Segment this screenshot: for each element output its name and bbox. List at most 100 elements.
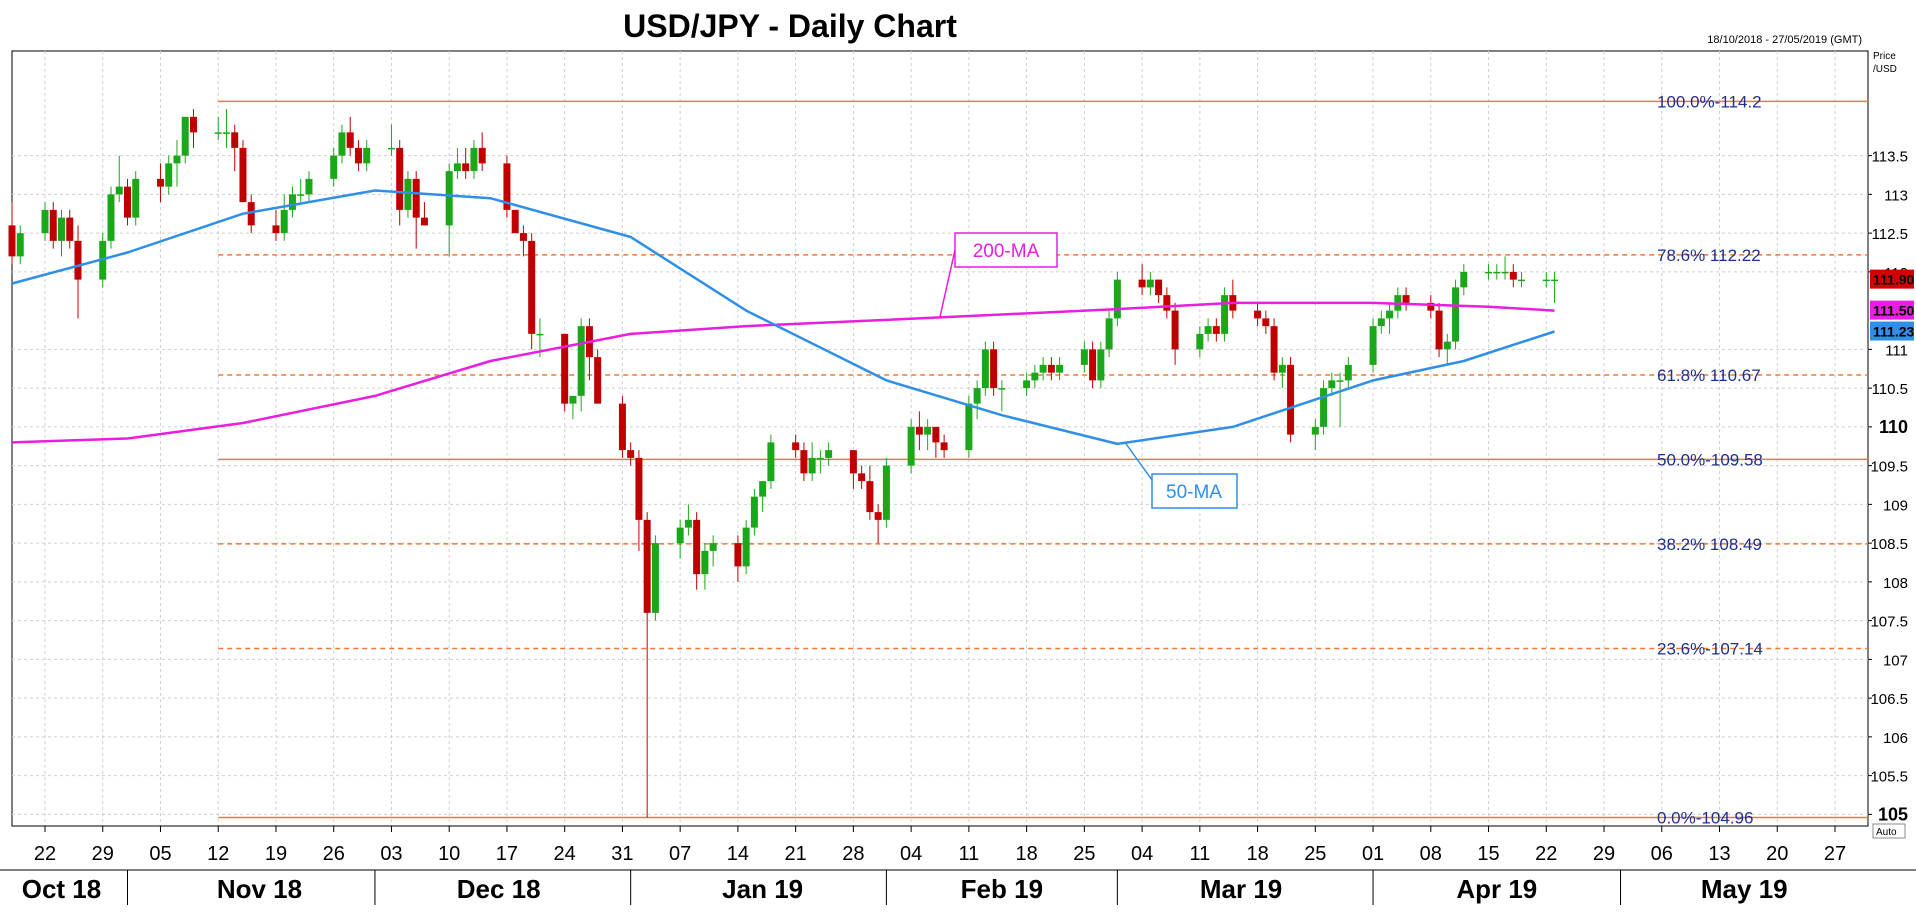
candle-down <box>990 341 998 396</box>
auto-button[interactable]: Auto <box>1872 823 1906 839</box>
candle-up <box>1452 279 1460 350</box>
candle-up <box>998 380 1006 412</box>
candle-body <box>866 481 874 513</box>
candle-down <box>1254 302 1262 327</box>
candle-body <box>1212 326 1220 334</box>
candle-body <box>965 403 973 451</box>
fib-label-0-0pct: 0.0%-104.96 <box>1657 808 1753 827</box>
price-tag-box <box>1870 300 1914 320</box>
x-month-label: Mar 19 <box>1200 874 1282 904</box>
candle-up <box>214 116 222 141</box>
candle-body <box>1369 326 1377 365</box>
x-day-label: 04 <box>1131 843 1153 865</box>
candle-body <box>924 426 932 435</box>
candle-up <box>750 488 758 536</box>
fib-label-50-0pct: 50.0%-109.58 <box>1657 450 1763 469</box>
price-tag: 111.50 <box>1870 300 1914 320</box>
candlestick-series <box>8 109 1559 818</box>
x-day-label: 14 <box>727 843 749 865</box>
y-tick-label: 110.5 <box>1872 381 1908 398</box>
candle-down <box>396 140 404 226</box>
x-day-label: 17 <box>496 843 518 865</box>
x-axis: 22 29 05 12 19 26 03 10 17 24 31 07 14 21 28 04 11 18 25 04… <box>0 825 1916 905</box>
candle-down <box>66 209 74 249</box>
x-day-label: 13 <box>1708 843 1730 865</box>
candle-body <box>1138 279 1146 288</box>
x-day-label: 10 <box>438 843 460 865</box>
candle-body <box>792 442 800 451</box>
candle-down <box>1089 341 1097 389</box>
x-day-label: 22 <box>1535 843 1557 865</box>
candle-body <box>816 457 824 460</box>
x-day-label: 27 <box>1824 843 1846 865</box>
candle-down <box>462 147 470 179</box>
candle-body <box>132 178 140 218</box>
candle-body <box>1460 271 1468 288</box>
candle-up <box>1485 264 1493 280</box>
candle-up <box>907 419 915 474</box>
fib-label-61-8pct: 61.8% 110.67 <box>1657 366 1761 385</box>
candle-body <box>1485 271 1493 274</box>
candle-down <box>74 225 82 319</box>
x-day-label: 19 <box>265 843 287 865</box>
candle-body <box>1328 380 1336 389</box>
x-day-label: 31 <box>611 843 633 865</box>
candle-body <box>627 450 635 458</box>
candle-up <box>1501 256 1509 280</box>
candle-body <box>1435 310 1443 350</box>
candle-up <box>445 163 453 257</box>
candle-body <box>222 132 230 134</box>
candle-body <box>519 233 527 241</box>
date-range-label: 18/10/2018 - 27/05/2019 (GMT) <box>1707 34 1862 46</box>
candle-body <box>354 147 362 164</box>
candle-up <box>981 341 989 396</box>
candle-body <box>849 450 857 474</box>
candle-body <box>1196 333 1204 350</box>
candle-up <box>1336 372 1344 427</box>
candle-up <box>825 442 833 466</box>
candle-body <box>1023 380 1031 389</box>
plot-border <box>11 50 1869 827</box>
x-day-label: 04 <box>900 843 922 865</box>
y-tick-label: 113.5 <box>1872 149 1908 166</box>
candle-up <box>41 202 49 241</box>
x-day-label: 29 <box>1593 843 1615 865</box>
candle-down <box>643 512 651 818</box>
candle-down <box>8 202 16 265</box>
candle-up <box>288 186 296 218</box>
candle-down <box>49 202 57 249</box>
candle-up <box>404 171 412 218</box>
candle-up <box>701 543 709 590</box>
x-day-label: 01 <box>1362 843 1384 865</box>
candle-up <box>330 147 338 187</box>
candle-body <box>1221 295 1229 334</box>
candle-up <box>767 434 775 489</box>
candle-up <box>684 504 692 536</box>
candle-body <box>66 217 74 241</box>
candle-body <box>107 194 115 241</box>
candle-body <box>1452 287 1460 342</box>
candle-down <box>1287 357 1295 443</box>
y-tick-label: 109.5 <box>1870 459 1908 476</box>
candle-body <box>123 186 131 218</box>
fib-label-38-2pct: 38.2% 108.49 <box>1657 535 1762 554</box>
candle-up <box>1493 264 1501 280</box>
candle-body <box>932 426 940 443</box>
candle-up <box>1460 264 1468 296</box>
ma200-callout: 200-MA <box>954 232 1058 268</box>
candle-body <box>1402 295 1410 303</box>
candle-down <box>627 442 635 466</box>
candle-body <box>1427 302 1435 311</box>
fibonacci-levels: 100.0%-114.2 78.6% 112.22 61.8% 110.67 50.0… <box>218 92 1868 827</box>
y-tick-label: 107 <box>1883 652 1908 669</box>
candle-body <box>734 543 742 567</box>
candle-body <box>1386 310 1394 319</box>
candle-body <box>1097 349 1105 381</box>
x-day-label: 26 <box>323 843 345 865</box>
candle-body <box>288 194 296 210</box>
x-day-label: 28 <box>842 843 864 865</box>
candle-body <box>1039 364 1047 373</box>
candle-body <box>1311 426 1319 435</box>
candle-down <box>594 349 602 404</box>
candle-up <box>165 155 173 195</box>
